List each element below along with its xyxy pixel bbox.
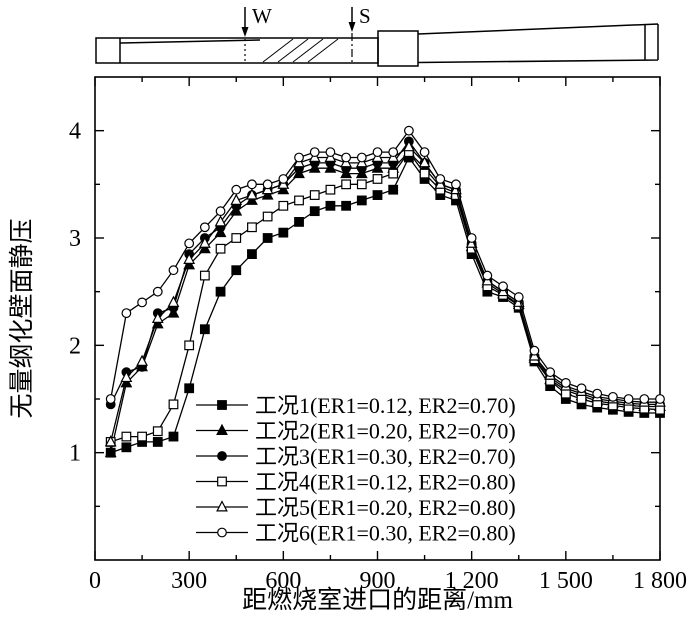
- legend: 工况1(ER1=0.12, ER2=0.70)工况2(ER1=0.20, ER2…: [196, 393, 516, 546]
- legend-item-2: 工况2(ER1=0.20, ER2=0.70): [196, 419, 516, 444]
- svg-text:0: 0: [89, 568, 101, 594]
- axis-ticks: [94, 77, 661, 560]
- s-arrow-icon: [348, 7, 356, 32]
- svg-text:900: 900: [360, 568, 396, 594]
- legend-item-1: 工况1(ER1=0.12, ER2=0.70): [196, 393, 516, 418]
- y-axis-title: 无量纲化壁面静压: [8, 218, 36, 418]
- x-axis-title: 距燃烧室进口的距离/mm: [242, 586, 513, 614]
- svg-text:1: 1: [69, 441, 81, 467]
- svg-text:1 200: 1 200: [445, 568, 499, 594]
- pressure-chart: 0 300 600 900 1 200 1 500 1 800 1 2 3 4 距燃烧室进口的距离/m…: [8, 76, 687, 614]
- svg-text:1 800: 1 800: [633, 568, 687, 594]
- svg-text:4: 4: [69, 119, 81, 145]
- series-3: [105, 136, 665, 410]
- legend-item-4: 工况4(ER1=0.12, ER2=0.80): [196, 470, 516, 495]
- legend-label: 工况6(ER1=0.30, ER2=0.80): [255, 521, 516, 546]
- axis-titles: 距燃烧室进口的距离/mm 无量纲化壁面静压: [8, 218, 513, 614]
- legend-item-5: 工况5(ER1=0.20, ER2=0.80): [196, 495, 516, 520]
- w-arrow-icon: [241, 7, 249, 37]
- axis-tick-labels: 0 300 600 900 1 200 1 500 1 800 1 2 3 4: [69, 119, 687, 594]
- hatch-region: [262, 38, 339, 63]
- schematic-label-w: W: [252, 4, 272, 28]
- svg-text:300: 300: [171, 568, 207, 594]
- isolator-outline: [95, 37, 379, 64]
- legend-label: 工况3(ER1=0.30, ER2=0.70): [255, 444, 516, 469]
- legend-label: 工况1(ER1=0.12, ER2=0.70): [255, 393, 516, 418]
- legend-item-6: 工况6(ER1=0.30, ER2=0.80): [196, 521, 516, 546]
- inner-ramp-line: [119, 39, 261, 44]
- combustor-schematic: W S: [95, 4, 659, 67]
- schematic-label-s: S: [359, 4, 371, 28]
- svg-text:3: 3: [69, 226, 81, 252]
- svg-text:2: 2: [69, 333, 81, 359]
- series-6: [105, 125, 665, 404]
- svg-text:1 500: 1 500: [539, 568, 593, 594]
- legend-label: 工况2(ER1=0.20, ER2=0.70): [255, 419, 516, 444]
- legend-label: 工况4(ER1=0.12, ER2=0.80): [255, 470, 516, 495]
- step-block-outline: [377, 30, 419, 67]
- svg-text:600: 600: [265, 568, 301, 594]
- diverging-duct-outline: [417, 23, 659, 64]
- legend-item-3: 工况3(ER1=0.30, ER2=0.70): [196, 444, 516, 469]
- legend-label: 工况5(ER1=0.20, ER2=0.80): [255, 495, 516, 520]
